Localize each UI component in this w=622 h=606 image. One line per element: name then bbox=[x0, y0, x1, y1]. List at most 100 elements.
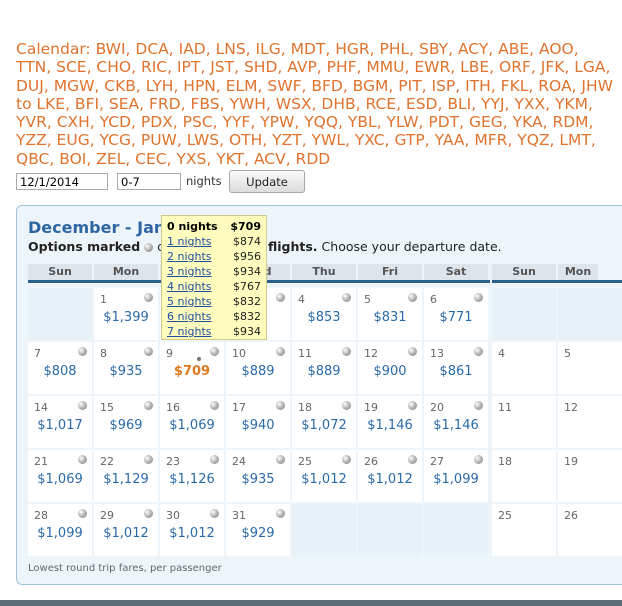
fare-price[interactable]: $1,012 bbox=[301, 472, 347, 487]
date-input[interactable] bbox=[16, 173, 108, 190]
day-cell-dec-5[interactable]: 5 $831 bbox=[358, 288, 422, 340]
tooltip-row[interactable]: 2 nights $956 bbox=[167, 249, 261, 264]
day-cell-dec-29[interactable]: 29 $1,012 bbox=[94, 504, 158, 556]
fare-price[interactable]: $900 bbox=[373, 364, 407, 379]
update-button[interactable]: Update bbox=[229, 170, 305, 193]
tooltip-row[interactable]: 6 nights $832 bbox=[167, 309, 261, 324]
day-number: 12 bbox=[564, 401, 578, 414]
day-cell-dec-25[interactable]: 25 $1,012 bbox=[292, 450, 356, 502]
day-cell-dec-1[interactable]: 1 $1,399 bbox=[94, 288, 158, 340]
day-number: 31 bbox=[232, 509, 246, 522]
page-title: Calendar: BWI, DCA, IAD, LNS, ILG, MDT, … bbox=[16, 40, 613, 168]
tooltip-row[interactable]: 5 nights $832 bbox=[167, 294, 261, 309]
day-cell-dec-15[interactable]: 15 $969 bbox=[94, 396, 158, 448]
day-cell-dec-9[interactable]: 9 $709 bbox=[160, 342, 224, 394]
connecting-flight-icon bbox=[144, 293, 153, 302]
day-cell-dec-12[interactable]: 12 $900 bbox=[358, 342, 422, 394]
day-cell-dec-20[interactable]: 20 $1,146 bbox=[424, 396, 488, 448]
day-cell-dec-11[interactable]: 11 $889 bbox=[292, 342, 356, 394]
day-number: 22 bbox=[100, 455, 114, 468]
day-number: 15 bbox=[100, 401, 114, 414]
day-cell-dec-31[interactable]: 31 $929 bbox=[226, 504, 290, 556]
fare-price[interactable]: $861 bbox=[439, 364, 473, 379]
day-cell-dec-21[interactable]: 21 $1,069 bbox=[28, 450, 92, 502]
day-cell-dec-19[interactable]: 19 $1,146 bbox=[358, 396, 422, 448]
fare-price[interactable]: $889 bbox=[307, 364, 341, 379]
day-cell-jan-18[interactable]: 18 bbox=[492, 450, 556, 502]
fare-price[interactable]: $1,012 bbox=[103, 526, 149, 541]
day-cell-dec-18[interactable]: 18 $1,072 bbox=[292, 396, 356, 448]
day-cell-jan-26[interactable]: 26 bbox=[558, 504, 622, 556]
tooltip-nights-link[interactable]: 2 nights bbox=[167, 250, 212, 263]
fare-price[interactable]: $1,399 bbox=[103, 310, 149, 325]
fare-price[interactable]: $940 bbox=[241, 418, 275, 433]
fare-price[interactable]: $969 bbox=[109, 418, 143, 433]
connecting-flight-icon bbox=[144, 401, 153, 410]
tooltip-nights-link[interactable]: 7 nights bbox=[167, 325, 212, 338]
day-cell-jan-12[interactable]: 12 bbox=[558, 396, 622, 448]
day-cell-dec-4[interactable]: 4 $853 bbox=[292, 288, 356, 340]
day-cell-jan-5[interactable]: 5 bbox=[558, 342, 622, 394]
day-cell-dec-10[interactable]: 10 $889 bbox=[226, 342, 290, 394]
fare-price[interactable]: $831 bbox=[373, 310, 407, 325]
fare-price[interactable]: $935 bbox=[241, 472, 275, 487]
tooltip-nights-link[interactable]: 4 nights bbox=[167, 280, 212, 293]
fare-price[interactable]: $1,012 bbox=[367, 472, 413, 487]
day-cell-dec-7[interactable]: 7 $808 bbox=[28, 342, 92, 394]
day-number: 24 bbox=[232, 455, 246, 468]
tooltip-row[interactable]: 3 nights $934 bbox=[167, 264, 261, 279]
fare-price[interactable]: $808 bbox=[43, 364, 77, 379]
fare-price[interactable]: $1,017 bbox=[37, 418, 83, 433]
connecting-flight-icon bbox=[408, 347, 417, 356]
fare-price[interactable]: $709 bbox=[173, 364, 211, 379]
day-cell-jan-25[interactable]: 25 bbox=[492, 504, 556, 556]
fare-price[interactable]: $1,129 bbox=[103, 472, 149, 487]
day-cell-dec-8[interactable]: 8 $935 bbox=[94, 342, 158, 394]
fare-price[interactable]: $1,099 bbox=[37, 526, 83, 541]
fare-price[interactable]: $1,069 bbox=[37, 472, 83, 487]
connecting-flight-icon bbox=[342, 401, 351, 410]
day-cell-dec-16[interactable]: 16 $1,069 bbox=[160, 396, 224, 448]
fare-price[interactable]: $1,146 bbox=[433, 418, 479, 433]
tooltip-row[interactable]: 4 nights $767 bbox=[167, 279, 261, 294]
empty-cell bbox=[558, 288, 622, 340]
tooltip-nights-link[interactable]: 5 nights bbox=[167, 295, 212, 308]
day-cell-dec-13[interactable]: 13 $861 bbox=[424, 342, 488, 394]
day-cell-dec-6[interactable]: 6 $771 bbox=[424, 288, 488, 340]
connecting-flight-icon bbox=[78, 401, 87, 410]
connecting-flight-icon bbox=[474, 347, 483, 356]
day-header-4: Thu bbox=[292, 264, 356, 280]
day-number: 16 bbox=[166, 401, 180, 414]
tooltip-row[interactable]: 7 nights $934 bbox=[167, 324, 261, 339]
fare-price[interactable]: $1,072 bbox=[301, 418, 347, 433]
fare-price[interactable]: $1,146 bbox=[367, 418, 413, 433]
tooltip-nights-link[interactable]: 3 nights bbox=[167, 265, 212, 278]
fare-price[interactable]: $1,012 bbox=[169, 526, 215, 541]
fare-price[interactable]: $1,069 bbox=[169, 418, 215, 433]
tooltip-nights-link[interactable]: 1 nights bbox=[167, 235, 212, 248]
tooltip-row[interactable]: 1 nights $874 bbox=[167, 234, 261, 249]
fare-price[interactable]: $935 bbox=[109, 364, 143, 379]
day-cell-dec-23[interactable]: 23 $1,126 bbox=[160, 450, 224, 502]
day-cell-jan-4[interactable]: 4 bbox=[492, 342, 556, 394]
day-cell-dec-28[interactable]: 28 $1,099 bbox=[28, 504, 92, 556]
nights-input[interactable] bbox=[117, 173, 181, 190]
day-cell-dec-17[interactable]: 17 $940 bbox=[226, 396, 290, 448]
day-cell-dec-30[interactable]: 30 $1,012 bbox=[160, 504, 224, 556]
fare-price[interactable]: $771 bbox=[439, 310, 473, 325]
day-cell-dec-14[interactable]: 14 $1,017 bbox=[28, 396, 92, 448]
fare-price[interactable]: $1,126 bbox=[169, 472, 215, 487]
day-cell-dec-22[interactable]: 22 $1,129 bbox=[94, 450, 158, 502]
day-header-5: Fri bbox=[358, 264, 422, 280]
day-cell-dec-26[interactable]: 26 $1,012 bbox=[358, 450, 422, 502]
day-cell-dec-27[interactable]: 27 $1,099 bbox=[424, 450, 488, 502]
day-cell-dec-24[interactable]: 24 $935 bbox=[226, 450, 290, 502]
connecting-flight-icon bbox=[474, 401, 483, 410]
tooltip-nights-link[interactable]: 6 nights bbox=[167, 310, 212, 323]
fare-price[interactable]: $853 bbox=[307, 310, 341, 325]
day-cell-jan-19[interactable]: 19 bbox=[558, 450, 622, 502]
fare-price[interactable]: $1,099 bbox=[433, 472, 479, 487]
fare-price[interactable]: $929 bbox=[241, 526, 275, 541]
day-cell-jan-11[interactable]: 11 bbox=[492, 396, 556, 448]
fare-price[interactable]: $889 bbox=[241, 364, 275, 379]
